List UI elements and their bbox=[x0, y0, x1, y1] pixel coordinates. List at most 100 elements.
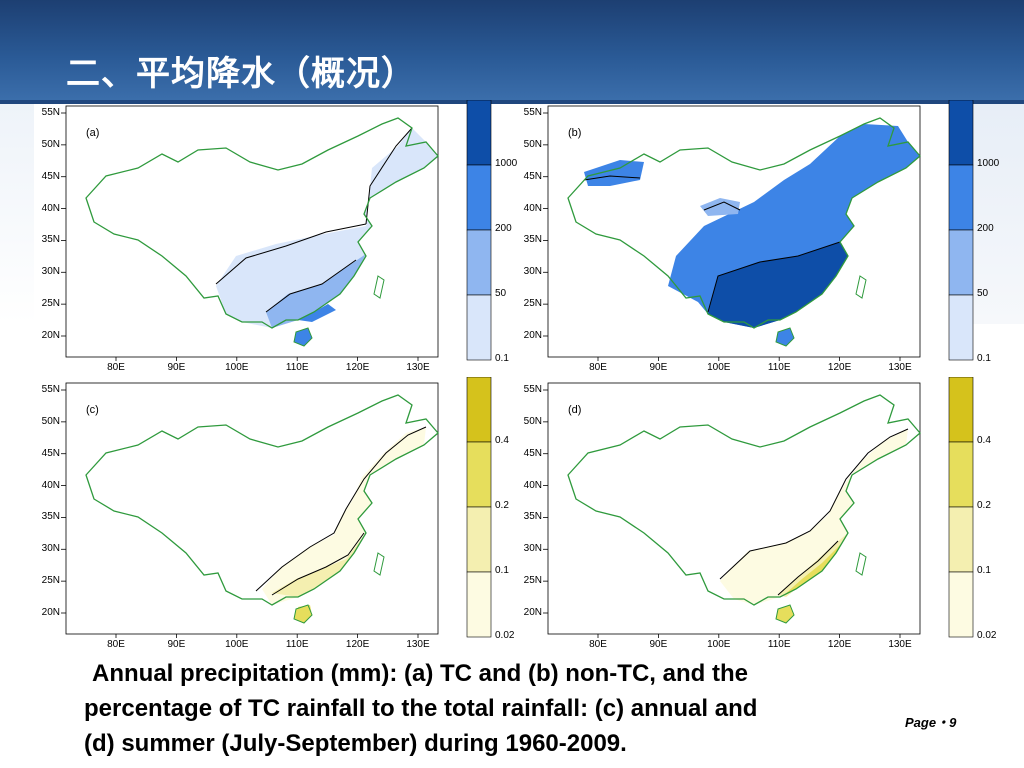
taiwan-outline bbox=[373, 275, 385, 299]
lon-tick-label: 90E bbox=[649, 639, 668, 650]
lat-tick-label: 40N bbox=[523, 202, 542, 214]
lon-tick-label: 90E bbox=[167, 639, 186, 650]
lat-tick-label: 50N bbox=[41, 415, 60, 427]
precip-region-2 bbox=[708, 242, 848, 328]
lat-tick-label: 25N bbox=[41, 298, 60, 310]
colorbar-segment bbox=[948, 506, 974, 573]
lon-tick-label: 120E bbox=[345, 639, 370, 650]
colorbar-tick-label: 1000 bbox=[495, 158, 518, 169]
lon-tick-label: 80E bbox=[107, 639, 125, 650]
colorbar-tick-label: 0.02 bbox=[495, 630, 515, 641]
lat-tick-label: 20N bbox=[523, 607, 542, 618]
lat-tick-label: 25N bbox=[41, 575, 60, 587]
slide-title: 二、平均降水（概况） bbox=[66, 54, 416, 94]
map-svg: (d) bbox=[543, 377, 974, 638]
colorbar-tick-label: 0.2 bbox=[495, 500, 509, 511]
background-decoration-right bbox=[964, 104, 1024, 324]
taiwan-outline bbox=[373, 552, 385, 576]
precip-region-1 bbox=[266, 254, 366, 328]
colorbar-segment bbox=[466, 100, 492, 166]
lon-tick-label: 80E bbox=[589, 362, 607, 373]
lat-tick-label: 40N bbox=[523, 479, 542, 491]
lon-tick-label: 100E bbox=[707, 639, 731, 650]
lat-tick-label: 40N bbox=[41, 202, 60, 214]
caption-line-2: percentage of TC rainfall to the total r… bbox=[84, 695, 758, 722]
lat-tick-label: 45N bbox=[523, 170, 542, 182]
map-svg: (a) bbox=[61, 100, 492, 361]
colorbar bbox=[948, 100, 974, 361]
contour-line-0 bbox=[583, 175, 641, 181]
precip-region-0 bbox=[720, 429, 908, 605]
hainan-outline bbox=[775, 604, 795, 624]
lon-tick-label: 120E bbox=[827, 639, 852, 650]
map-svg: (c) bbox=[61, 377, 492, 638]
lat-tick-label: 45N bbox=[41, 170, 60, 182]
lon-tick-label: 130E bbox=[406, 639, 430, 650]
colorbar-tick-label: 0.1 bbox=[977, 353, 991, 364]
colorbar-tick-label: 0.1 bbox=[495, 353, 509, 364]
lat-tick-label: 50N bbox=[41, 138, 60, 150]
lon-tick-label: 90E bbox=[649, 362, 668, 373]
panel-label: (c) bbox=[86, 404, 99, 416]
colorbar-tick-label: 200 bbox=[495, 223, 512, 234]
colorbar-segment bbox=[948, 571, 974, 638]
map-panel-b: (b) 55N 50N 45N 40N 35N 30N 25N 20N 80E 90E 100E 110… bbox=[510, 100, 1013, 382]
colorbar-segment bbox=[948, 441, 974, 508]
colorbar-tick-label: 0.1 bbox=[495, 565, 509, 576]
lon-tick-label: 100E bbox=[225, 362, 249, 373]
lon-tick-label: 80E bbox=[107, 362, 125, 373]
lat-tick-label: 20N bbox=[41, 330, 60, 341]
colorbar-tick-label: 200 bbox=[977, 223, 994, 234]
panel-label: (b) bbox=[568, 127, 581, 139]
lat-tick-label: 35N bbox=[41, 511, 60, 523]
lat-tick-label: 30N bbox=[41, 543, 60, 555]
lat-tick-label: 35N bbox=[41, 234, 60, 246]
lat-tick-label: 50N bbox=[523, 138, 542, 150]
background-decoration-left bbox=[0, 104, 34, 324]
colorbar bbox=[466, 100, 492, 361]
lat-tick-label: 40N bbox=[41, 479, 60, 491]
contour-line-1 bbox=[271, 532, 365, 596]
colorbar-tick-label: 50 bbox=[977, 288, 989, 299]
header-band bbox=[0, 0, 1024, 104]
colorbar bbox=[948, 377, 974, 638]
colorbar-segment bbox=[466, 571, 492, 638]
colorbar-tick-label: 0.4 bbox=[495, 435, 509, 446]
lat-tick-label: 45N bbox=[523, 447, 542, 459]
colorbar bbox=[466, 377, 492, 638]
colorbar-segment bbox=[948, 229, 974, 296]
colorbar-segment bbox=[466, 506, 492, 573]
contour-line-0 bbox=[719, 428, 909, 580]
hainan-outline bbox=[775, 327, 795, 347]
lon-tick-label: 130E bbox=[888, 362, 912, 373]
colorbar-segment bbox=[948, 100, 974, 166]
colorbar-segment bbox=[466, 294, 492, 361]
colorbar-tick-label: 50 bbox=[495, 288, 507, 299]
lat-tick-label: 30N bbox=[523, 266, 542, 278]
lon-tick-label: 110E bbox=[285, 639, 309, 650]
colorbar-tick-label: 0.2 bbox=[977, 500, 991, 511]
colorbar-segment bbox=[948, 164, 974, 231]
colorbar-segment bbox=[466, 441, 492, 508]
lat-tick-label: 45N bbox=[41, 447, 60, 459]
lon-tick-label: 110E bbox=[285, 362, 309, 373]
lat-tick-label: 50N bbox=[523, 415, 542, 427]
china-outline bbox=[567, 117, 921, 329]
colorbar-tick-label: 1000 bbox=[977, 158, 1000, 169]
lon-tick-label: 100E bbox=[707, 362, 731, 373]
precip-region-3 bbox=[700, 198, 740, 216]
lat-tick-label: 25N bbox=[523, 575, 542, 587]
precip-region-0 bbox=[262, 427, 426, 605]
page-number: Page・9 bbox=[905, 715, 957, 730]
map-frame bbox=[65, 382, 439, 635]
precip-region-2 bbox=[298, 304, 336, 322]
lon-tick-label: 100E bbox=[225, 639, 249, 650]
lat-tick-label: 55N bbox=[523, 107, 542, 118]
hainan-outline bbox=[293, 604, 313, 624]
contour-line-2 bbox=[703, 201, 741, 211]
caption-line-1: Annual precipitation (mm): (a) TC and (b… bbox=[92, 660, 748, 687]
contour-line-0 bbox=[255, 426, 427, 592]
colorbar-tick-label: 0.02 bbox=[977, 630, 997, 641]
lat-tick-label: 55N bbox=[41, 384, 60, 395]
lat-tick-label: 35N bbox=[523, 511, 542, 523]
